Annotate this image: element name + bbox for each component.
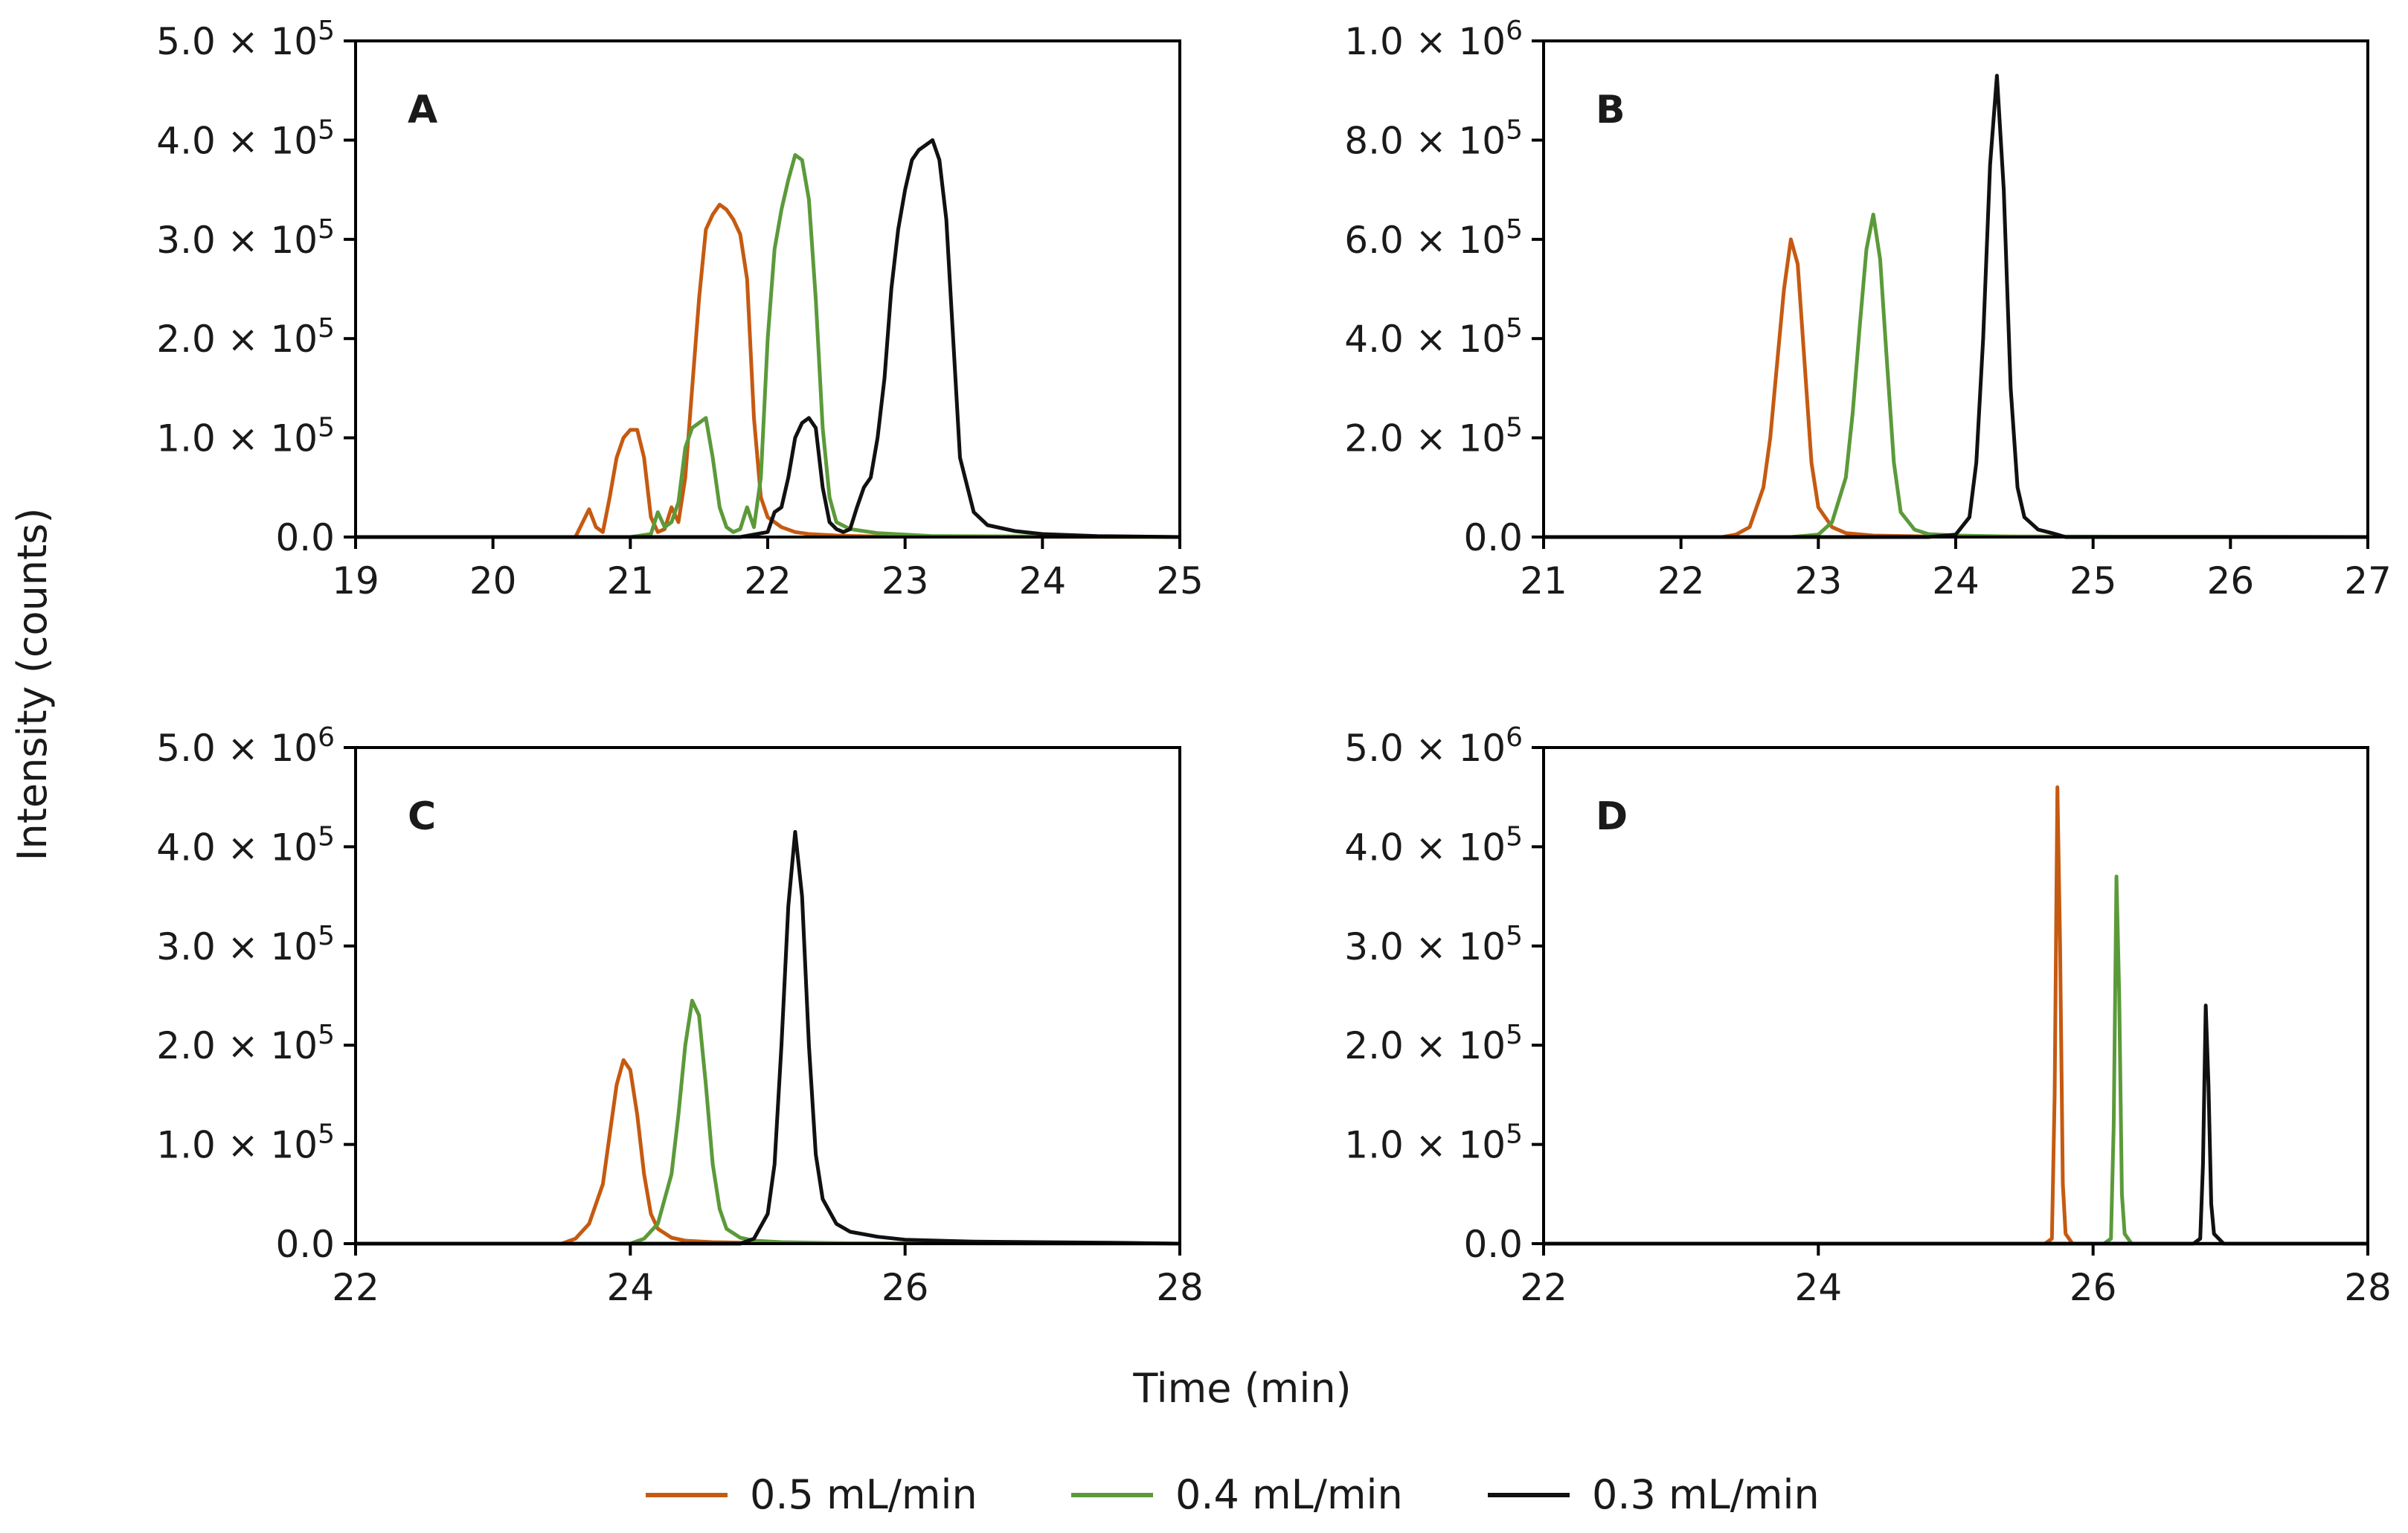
x-tick-label: 20 (469, 559, 517, 602)
y-tick-label: 1.0 × 106 (1344, 16, 1523, 63)
panel-letter-D: D (1596, 794, 1628, 839)
x-tick-label: 23 (1795, 559, 1843, 602)
x-axis-title: Time (min) (1132, 1365, 1351, 1412)
panel-letter-C: C (408, 794, 436, 839)
series-line-D-2 (1544, 1003, 2368, 1246)
x-tick-label: 22 (1657, 559, 1705, 602)
plot-frame-A (354, 39, 1181, 539)
x-tick-label: 28 (1156, 1266, 1204, 1309)
x-tick-label: 28 (2344, 1266, 2392, 1309)
x-tick-label: 26 (2207, 559, 2255, 602)
y-tick-label: 0.0 (1463, 1223, 1523, 1266)
series-line-C-0 (356, 1058, 1181, 1246)
series-line-B-1 (1544, 212, 2369, 539)
legend-label-0.5: 0.5 mL/min (750, 1471, 977, 1518)
x-tick-label: 22 (1520, 1266, 1567, 1309)
y-tick-label: 0.0 (1463, 516, 1523, 559)
x-tick-label: 25 (1156, 559, 1204, 602)
y-tick-label: 1.0 × 105 (156, 1119, 335, 1167)
panel-B: 21 22 23 24 25 26 27 0.0 2.0 × 105 4.0 × 105 6.0 ×… (1344, 16, 2392, 602)
y-tick-label: 6.0 × 105 (1344, 214, 1523, 262)
y-tick-label: 2.0 × 105 (1344, 413, 1523, 460)
x-tick-label: 24 (1795, 1266, 1843, 1309)
y-tick-label: 4.0 × 105 (1344, 313, 1523, 361)
y-axis-title: Intensity (counts) (9, 508, 56, 861)
y-tick-label: 1.0 × 105 (1344, 1119, 1523, 1167)
legend: 0.5 mL/min 0.4 mL/min 0.3 mL/min (646, 1471, 1820, 1518)
legend-label-0.4: 0.4 mL/min (1175, 1471, 1403, 1518)
y-tick-label: 0.0 (275, 1223, 335, 1266)
y-tick-label: 3.0 × 105 (1344, 921, 1523, 968)
series-line-A-1 (356, 152, 1181, 539)
plot-frame-B (1542, 39, 2369, 539)
y-tick-label: 1.0 × 105 (156, 413, 335, 460)
y-tick-label: 0.0 (275, 516, 335, 559)
x-tick-label: 24 (1932, 559, 1980, 602)
y-tick-label: 2.0 × 105 (156, 313, 335, 361)
y-tick-label: 4.0 × 105 (156, 115, 335, 162)
panel-A: 19 20 21 22 23 24 25 0.0 1.0 × 105 2.0 × 105 3.0 ×… (156, 16, 1204, 602)
legend-label-0.3: 0.3 mL/min (1592, 1471, 1820, 1518)
panel-C: 22 24 26 28 0.0 1.0 × 105 2.0 × 105 3.0 × 105 4.… (156, 722, 1204, 1309)
y-tick-label: 3.0 × 105 (156, 214, 335, 262)
y-tick-label: 5.0 × 106 (1344, 722, 1523, 770)
x-tick-label: 21 (1520, 559, 1567, 602)
x-tick-label: 27 (2344, 559, 2392, 602)
y-tick-label: 4.0 × 105 (156, 821, 335, 869)
panel-letter-B: B (1596, 88, 1625, 132)
series-line-D-1 (1544, 874, 2368, 1246)
series-line-B-0 (1544, 237, 2369, 539)
plot-frame-C (354, 746, 1181, 1245)
x-tick-label: 22 (744, 559, 792, 602)
x-tick-label: 23 (882, 559, 929, 602)
y-tick-label: 3.0 × 105 (156, 921, 335, 968)
panel-letter-A: A (408, 88, 437, 132)
series-line-C-2 (356, 829, 1181, 1246)
x-tick-label: 24 (607, 1266, 655, 1309)
series-line-A-2 (356, 138, 1181, 539)
series-line-B-2 (1544, 74, 2368, 539)
series-line-D-0 (1544, 785, 2368, 1246)
x-tick-label: 21 (607, 559, 655, 602)
x-tick-label: 22 (332, 1266, 379, 1309)
y-tick-label: 5.0 × 106 (156, 722, 335, 770)
x-tick-label: 26 (2070, 1266, 2117, 1309)
panel-D: 22 24 26 28 0.0 1.0 × 105 2.0 × 105 3.0 × 105 4.… (1344, 722, 2392, 1309)
y-tick-label: 4.0 × 105 (1344, 821, 1523, 869)
plot-frame-D (1542, 746, 2369, 1245)
y-tick-label: 2.0 × 105 (156, 1020, 335, 1067)
series-line-C-1 (356, 998, 1181, 1246)
y-tick-label: 2.0 × 105 (1344, 1020, 1523, 1067)
y-tick-label: 5.0 × 105 (156, 16, 335, 63)
x-tick-label: 24 (1019, 559, 1067, 602)
x-tick-label: 25 (2070, 559, 2117, 602)
y-tick-label: 8.0 × 105 (1344, 115, 1523, 162)
x-tick-label: 26 (882, 1266, 929, 1309)
x-tick-label: 19 (332, 559, 379, 602)
series-line-A-0 (356, 202, 1181, 539)
